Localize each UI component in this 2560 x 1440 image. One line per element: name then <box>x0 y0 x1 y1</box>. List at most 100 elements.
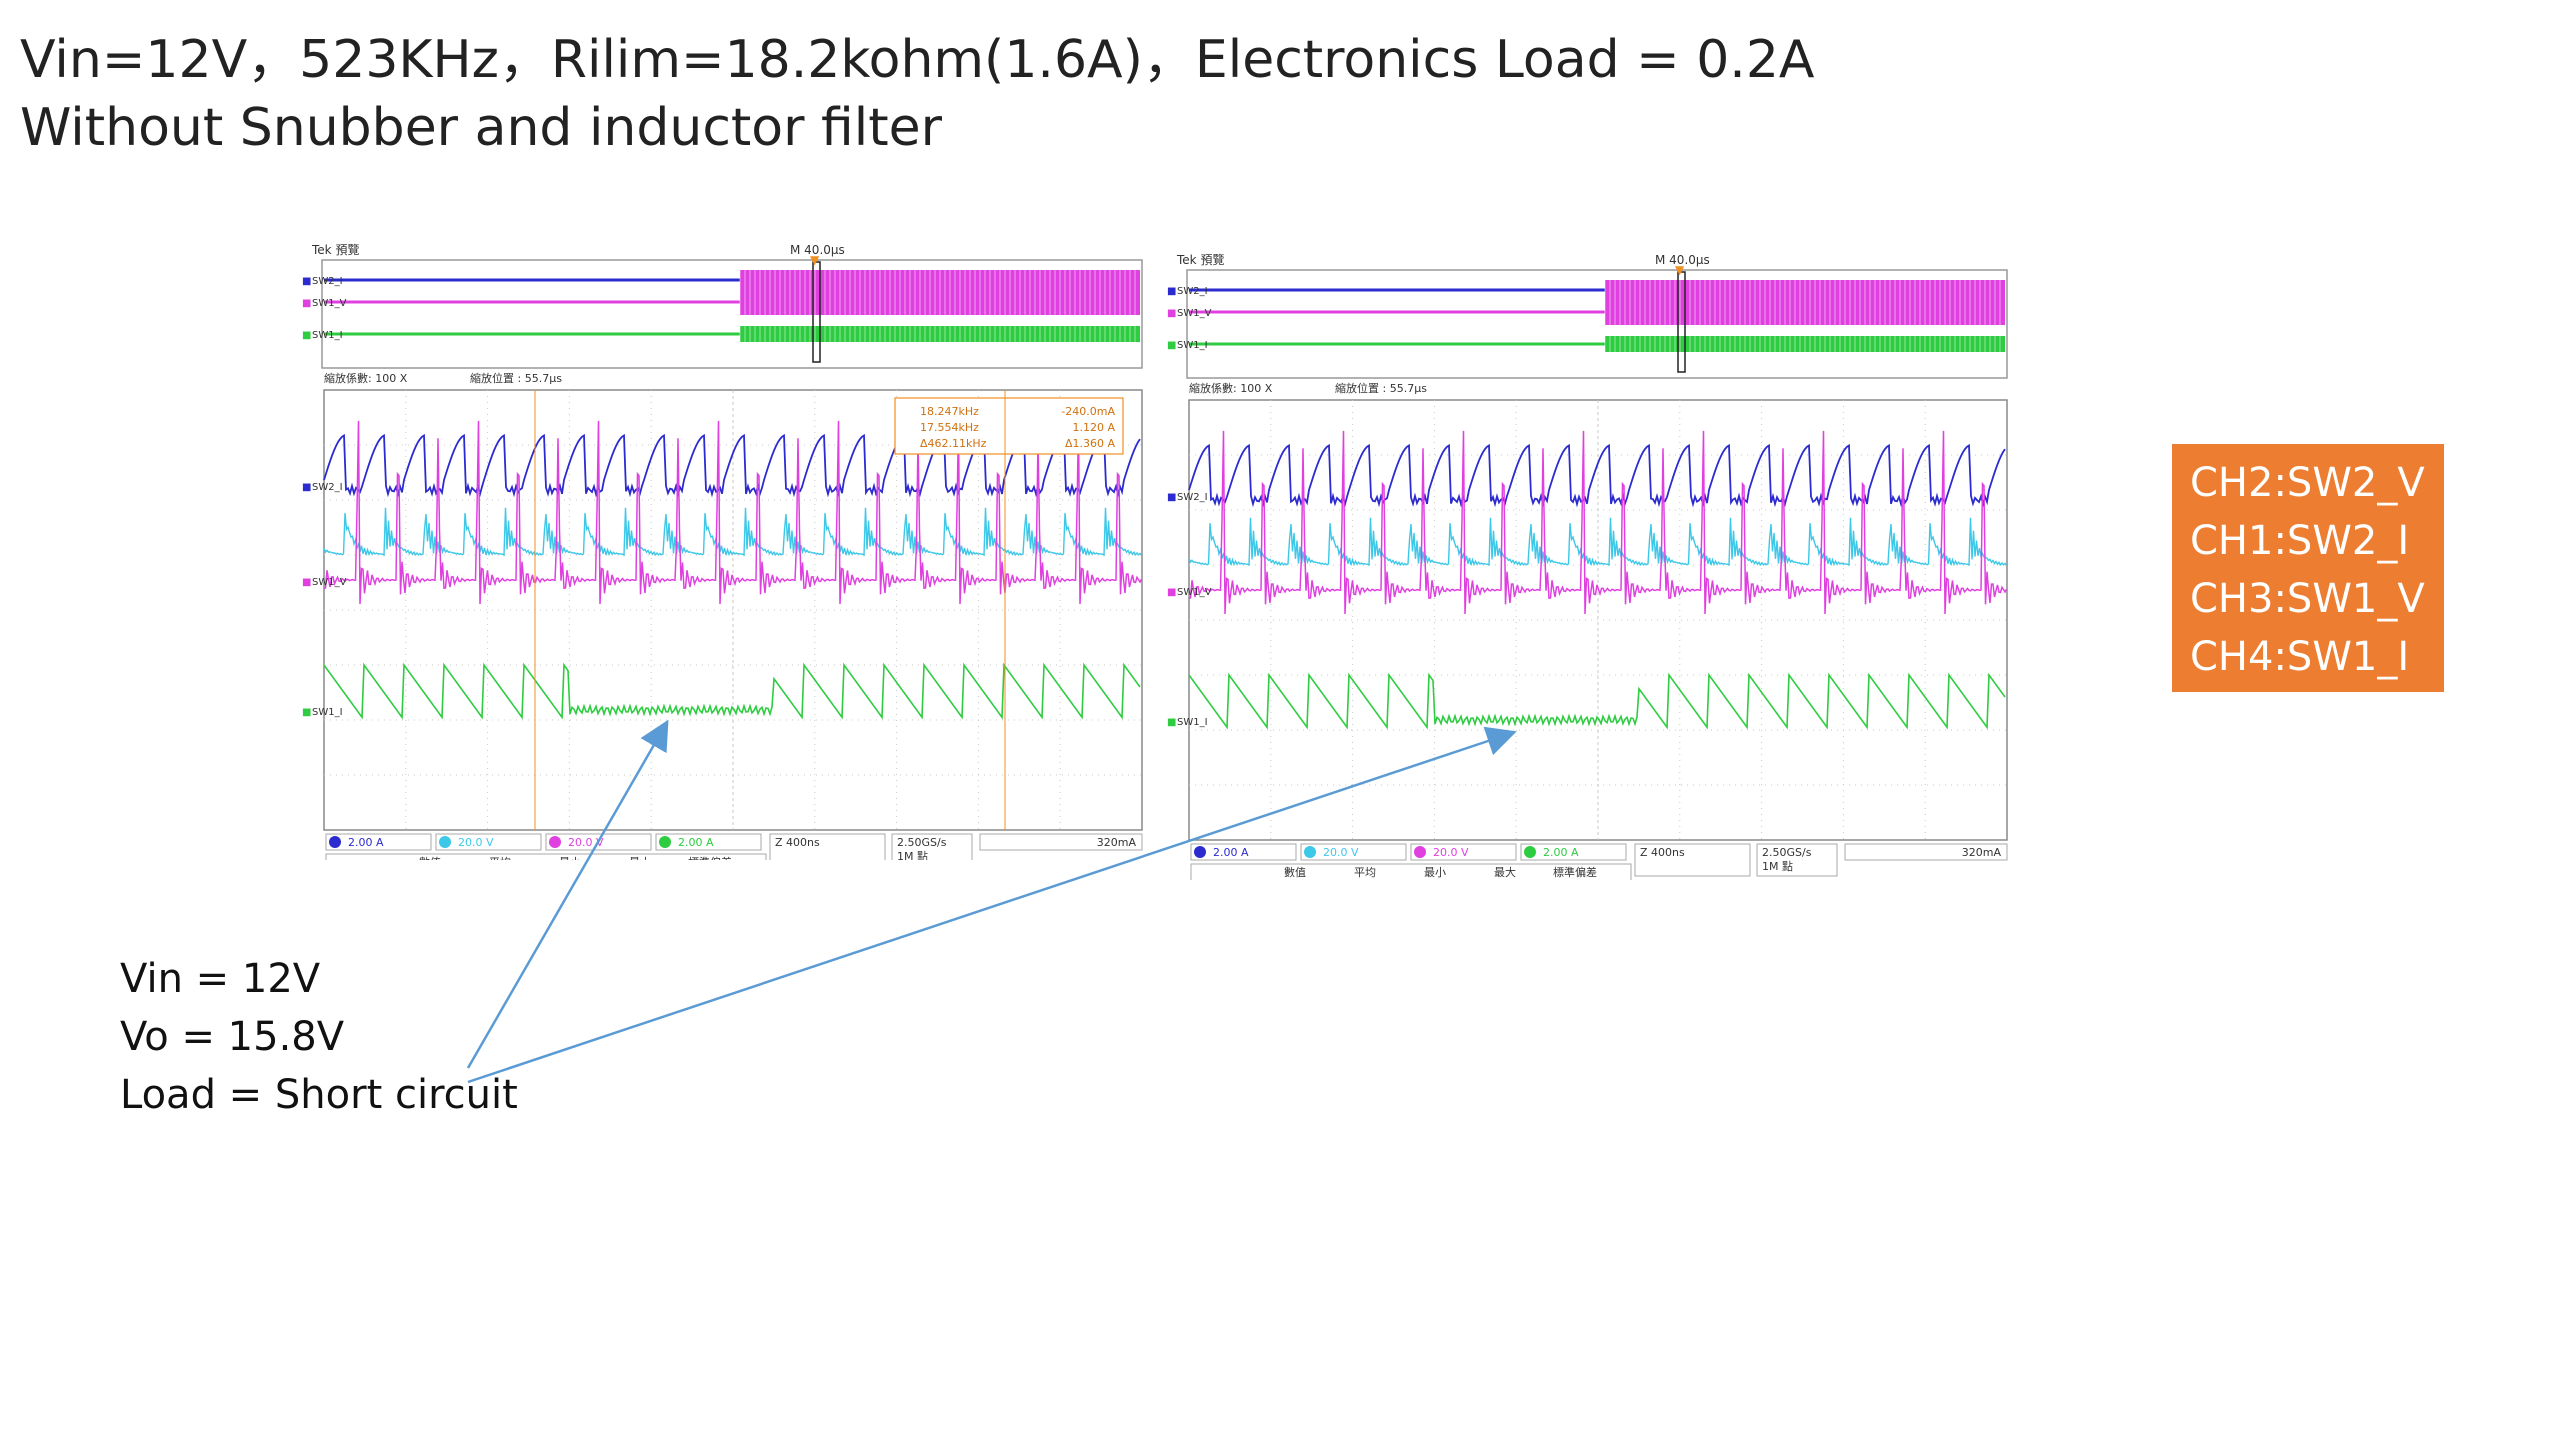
channel-scale-3: 2.00 A <box>678 836 714 849</box>
condition-load: Load = Short circuit <box>120 1072 518 1118</box>
main-ch-marker: ■ <box>302 707 311 718</box>
main-ch-label-2: SW1_I <box>1177 717 1208 728</box>
trace-ch4-sw1-i <box>323 662 1141 720</box>
overview-ch-label-0: SW2_I <box>312 276 343 287</box>
channel-scale-box <box>1300 843 1407 861</box>
cursor-readout-3: 1.120 A <box>1072 421 1115 434</box>
scope-timebase-top: M 40.0μs <box>790 243 845 257</box>
channel-legend: CH2:SW2_V CH1:SW2_I CH3:SW1_V CH4:SW1_I <box>2172 444 2444 692</box>
main-ch-marker: ■ <box>302 577 311 588</box>
overview-trigger-marker: ▼ <box>1675 263 1685 277</box>
overview-ch-marker: ■ <box>302 298 311 309</box>
stats-header-4: 標準偏差 <box>688 855 732 860</box>
main-ch-label-2: SW1_I <box>312 707 343 718</box>
overview-ch-marker: ■ <box>302 330 311 341</box>
trace-ch2-sw2-v <box>1188 517 2007 567</box>
stats-header-3: 最大 <box>629 855 651 860</box>
arrow-to-right-scope <box>467 726 1517 1084</box>
scope-brand: Tek 預覽 <box>1176 253 1224 267</box>
channel-scale-dot <box>329 836 341 848</box>
stats-header-4: 標準偏差 <box>1553 865 1597 879</box>
overview-trigger-marker: ▼ <box>810 253 820 267</box>
trace-ch4-sw1-i <box>1188 672 2006 730</box>
channel-scale-box <box>1410 843 1517 861</box>
channel-scale-dot <box>1414 846 1426 858</box>
slide-title-line1: Vin=12V，523KHz，Rilim=18.2kohm(1.6A)，Elec… <box>20 30 1815 90</box>
slide-title-line2: Without Snubber and inductor filter <box>20 98 942 158</box>
channel-scale-1: 20.0 V <box>1323 846 1359 859</box>
test-conditions: Vin = 12V Vo = 15.8V Load = Short circui… <box>120 950 518 1124</box>
sample-box <box>1756 843 1838 877</box>
overview-ch-label-2: SW1_I <box>1177 340 1208 351</box>
oscilloscope-screen-left: Tek 預覽 M 40.0μs■ SW2_I■ SW1_V■ SW1_I▼縮放係數: 1… <box>302 243 1143 860</box>
record-points: 1M 點 <box>1762 860 1793 873</box>
overview-ch-label-1: SW1_V <box>1177 308 1212 319</box>
channel-scale-1: 20.0 V <box>458 836 494 849</box>
arrow-to-left-scope <box>466 719 669 1069</box>
channel-scale-box <box>325 833 432 851</box>
main-ch-label-0: SW2_I <box>312 482 343 493</box>
main-ch-marker: ■ <box>1167 587 1176 598</box>
oscilloscope-screen-right: Tek 預覽 M 40.0μs■ SW2_I■ SW1_V■ SW1_I▼縮放係數: 1… <box>1167 253 2008 880</box>
channel-scale-box <box>435 833 542 851</box>
timebase: Z 400ns <box>1640 846 1685 859</box>
channel-scale-0: 2.00 A <box>348 836 384 849</box>
overview-ch-marker: ■ <box>302 276 311 287</box>
stats-header-0: 數值 <box>419 856 441 860</box>
legend-item-ch1: CH1:SW2_I <box>2190 518 2410 564</box>
overview-ch-marker: ■ <box>1167 340 1176 351</box>
oscilloscope-capture-left: Tek 預覽 M 40.0μs ■ SW2_I ■ SW1_V ■ SW1_I ▼ 縮放係數: 1… <box>300 240 1150 860</box>
channel-scale-2: 20.0 V <box>1433 846 1469 859</box>
channel-scale-dot <box>439 836 451 848</box>
overview-zoom-window <box>812 261 821 363</box>
channel-scale-0: 2.00 A <box>1213 846 1249 859</box>
scope-timebase-top: M 40.0μs <box>1655 253 1710 267</box>
sample-box <box>891 833 973 860</box>
main-ch-marker: ■ <box>1167 717 1176 728</box>
trigger-box <box>979 833 1143 851</box>
condition-vin: Vin = 12V <box>120 956 321 1002</box>
oscilloscope-capture-right: Tek 預覽 M 40.0μs ■ SW2_I ■ SW1_V ■ SW1_I ▼ 縮放係數: 1… <box>1165 250 2015 880</box>
overview-ch-label-2: SW1_I <box>312 330 343 341</box>
main-ch-marker: ■ <box>302 482 311 493</box>
legend-item-ch2: CH2:SW2_V <box>2190 460 2425 506</box>
zoom-position: 縮放位置 : 55.7μs <box>1335 381 1427 395</box>
sample-rate: 2.50GS/s <box>1762 846 1812 859</box>
cursor-readout-0: 18.247kHz <box>920 405 979 418</box>
legend-item-ch4: CH4:SW1_I <box>2190 634 2410 680</box>
main-ch-label-0: SW2_I <box>1177 492 1208 503</box>
cursor-readout-box <box>894 397 1124 455</box>
stats-table <box>1190 863 1632 880</box>
trigger-box <box>1844 843 2008 861</box>
timebase-box <box>769 833 886 860</box>
trace-ch1-sw2-i <box>1188 443 2006 508</box>
channel-scale-box <box>1520 843 1627 861</box>
stats-header-2: 最小 <box>559 856 581 860</box>
stats-header-1: 平均 <box>1354 866 1376 879</box>
stats-header-1: 平均 <box>489 856 511 860</box>
cursor-readout-4: Δ462.11kHz <box>920 437 987 450</box>
overview-zoom-window <box>1677 271 1686 373</box>
overview-ch-marker: ■ <box>1167 308 1176 319</box>
main-ch-label-1: SW1_V <box>1177 587 1212 598</box>
trigger-level: 320mA <box>1097 836 1137 849</box>
timebase-box <box>1634 843 1751 877</box>
channel-scale-dot <box>1194 846 1206 858</box>
stats-header-3: 最大 <box>1494 865 1516 879</box>
stats-header-0: 數值 <box>1284 866 1306 879</box>
main-ch-marker: ■ <box>1167 492 1176 503</box>
overview-ch-marker: ■ <box>1167 286 1176 297</box>
stats-row-label-0: 最大 <box>1209 879 1231 880</box>
trace-ch1-sw2-i <box>323 433 1141 498</box>
cursor-readout-5: Δ1.360 A <box>1065 437 1116 450</box>
channel-scale-box <box>655 833 762 851</box>
record-points: 1M 點 <box>897 850 928 860</box>
zoom-factor: 縮放係數: 100 X <box>1189 381 1273 395</box>
trigger-level: 320mA <box>1962 846 2002 859</box>
channel-scale-dot <box>1304 846 1316 858</box>
stats-table <box>325 853 767 860</box>
overview-ch-label-0: SW2_I <box>1177 286 1208 297</box>
cursor-readout-2: 17.554kHz <box>920 421 979 434</box>
legend-item-ch3: CH3:SW1_V <box>2190 576 2425 622</box>
